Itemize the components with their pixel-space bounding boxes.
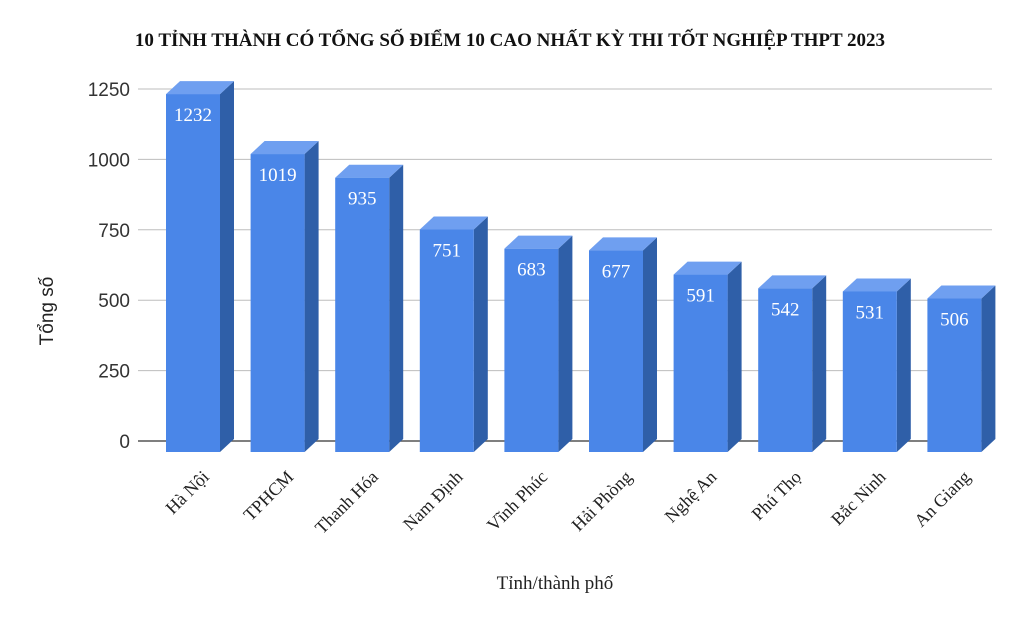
x-tick-label: Thanh Hóa — [311, 467, 382, 538]
bar-top — [927, 285, 996, 299]
y-tick-label: 1250 — [88, 80, 130, 101]
bar-top — [842, 278, 911, 292]
bar — [335, 177, 390, 453]
chart-title: 10 TỈNH THÀNH CÓ TỔNG SỐ ĐIỂM 10 CAO NHẤ… — [134, 30, 886, 51]
data-label: 531 — [856, 302, 885, 323]
y-tick-label: 0 — [119, 432, 130, 453]
bar-side — [896, 278, 911, 452]
data-label: 935 — [348, 189, 377, 210]
bar-side — [981, 285, 996, 452]
bar-top — [673, 261, 742, 275]
bar-top — [504, 235, 573, 249]
bar-side — [304, 141, 319, 452]
bar-top — [589, 237, 657, 251]
y-tick-label: 250 — [98, 362, 130, 383]
y-tick-label: 750 — [98, 221, 130, 242]
bar — [166, 94, 220, 453]
x-tick-label: Vĩnh Phúc — [483, 467, 551, 535]
bar-side — [389, 164, 404, 453]
bar — [842, 291, 897, 452]
bar-side — [727, 261, 742, 452]
data-label: 506 — [940, 310, 969, 331]
x-tick-label: Hà Nội — [162, 467, 213, 518]
bar-side — [812, 275, 827, 452]
bar-top — [758, 275, 827, 289]
x-tick-label: Phú Thọ — [748, 467, 805, 524]
bar — [758, 288, 813, 452]
x-tick-label: An Giang — [910, 467, 974, 531]
bar-side — [558, 235, 573, 452]
bar — [927, 298, 982, 452]
y-tick-label: 1000 — [88, 150, 130, 171]
bar — [250, 154, 305, 452]
bar-top — [419, 216, 488, 230]
data-label: 1019 — [259, 165, 297, 186]
bar — [589, 250, 643, 452]
data-label: 591 — [686, 286, 715, 307]
data-label: 751 — [433, 241, 462, 262]
x-tick-label: Nghệ An — [661, 467, 721, 527]
x-axis-label: Tỉnh/thành phố — [496, 573, 614, 594]
bar-top — [166, 81, 234, 95]
data-label: 1232 — [174, 105, 212, 126]
bar — [419, 229, 474, 452]
x-tick-label: Bắc Ninh — [827, 467, 890, 530]
bar-side — [220, 81, 234, 453]
bar — [673, 274, 728, 452]
bar — [504, 248, 559, 452]
bar-top — [335, 164, 404, 178]
bar-side — [643, 237, 657, 452]
bar-top — [250, 141, 319, 155]
x-tick-label: Hải Phòng — [568, 467, 636, 535]
bar-side — [473, 216, 488, 452]
data-label: 683 — [517, 260, 546, 281]
x-tick-label: Nam Định — [399, 467, 467, 535]
y-tick-label: 500 — [98, 291, 130, 312]
data-label: 677 — [602, 261, 631, 282]
data-label: 542 — [771, 299, 800, 320]
x-tick-label: TPHCM — [239, 467, 297, 525]
